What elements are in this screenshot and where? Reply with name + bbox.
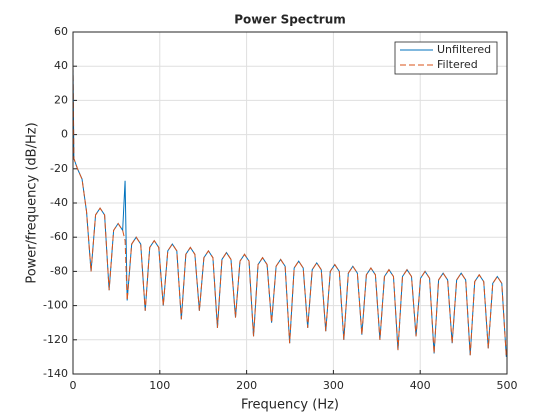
y-tick-label: -120 xyxy=(43,333,68,346)
y-tick-label: -60 xyxy=(50,230,68,243)
series-line xyxy=(73,66,507,357)
legend-label: Unfiltered xyxy=(437,43,491,56)
y-tick-label: 40 xyxy=(54,59,68,72)
y-tick-label: 20 xyxy=(54,93,68,106)
x-tick-label: 500 xyxy=(497,379,518,392)
plot-frame xyxy=(72,31,508,375)
y-tick-label: -20 xyxy=(50,162,68,175)
x-tick-label: 200 xyxy=(236,379,257,392)
y-tick-label: -80 xyxy=(50,264,68,277)
legend-label: Filtered xyxy=(437,58,478,71)
legend-box xyxy=(394,41,498,75)
x-tick-label: 100 xyxy=(149,379,170,392)
y-tick-label: 0 xyxy=(61,128,68,141)
y-tick-label: 60 xyxy=(54,25,68,38)
x-axis-label: Frequency (Hz) xyxy=(241,398,339,413)
x-tick-label: 400 xyxy=(410,379,431,392)
y-axis-label: Power/frequency (dB/Hz) xyxy=(25,122,40,283)
chart-title: Power Spectrum xyxy=(234,13,346,27)
y-tick-label: -40 xyxy=(50,196,68,209)
x-tick-label: 300 xyxy=(323,379,344,392)
y-tick-label: -140 xyxy=(43,367,68,380)
x-tick-label: 0 xyxy=(70,379,77,392)
y-tick-label: -100 xyxy=(43,299,68,312)
